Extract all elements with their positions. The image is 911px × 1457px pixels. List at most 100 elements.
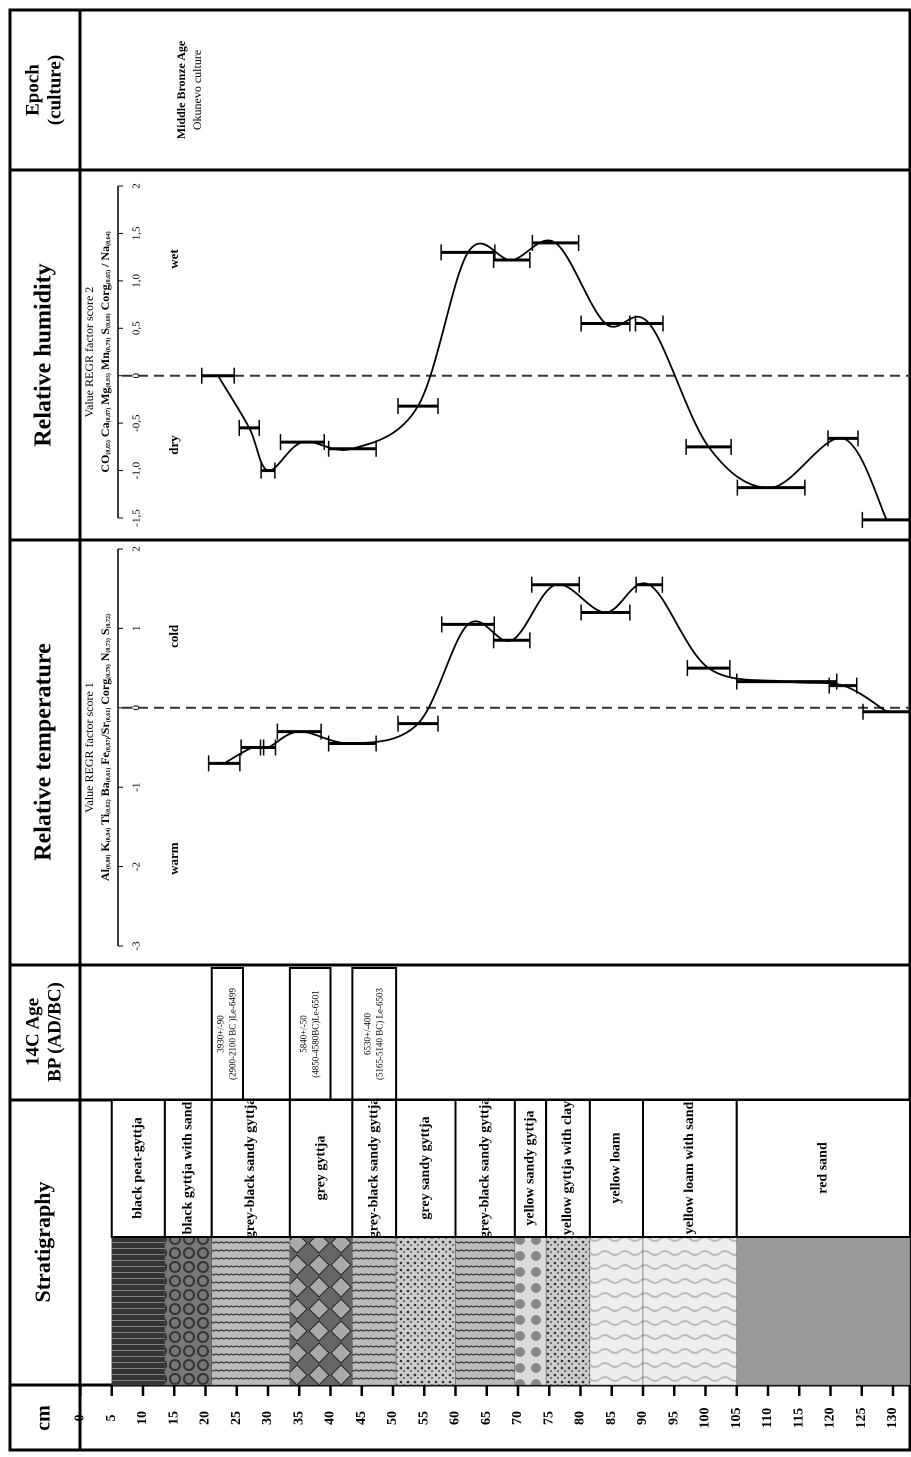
- error-bar: [259, 739, 277, 756]
- date-box: [210, 967, 244, 1101]
- y-tick-label: -1,5: [131, 509, 143, 527]
- formula-term: Ba: [98, 782, 112, 799]
- error-bar: [861, 511, 911, 528]
- formula-sub: (0,61): [105, 768, 112, 783]
- error-bar: [440, 244, 496, 261]
- error-bar: [492, 632, 531, 649]
- layer-texture: [642, 1236, 737, 1386]
- error-bar: [279, 434, 325, 451]
- layer-name: grey-black sandy gyttja: [366, 1098, 381, 1239]
- layer-texture: [514, 1236, 547, 1386]
- formula-sub: (0,64): [105, 231, 112, 246]
- layer-texture: [589, 1236, 644, 1386]
- formula-sub: (0,84): [105, 828, 112, 843]
- depth-tick-label: 5: [104, 1415, 119, 1422]
- annotation-high: cold: [166, 624, 181, 648]
- depth-tick-label: 65: [479, 1411, 494, 1425]
- depth-tick-label: 115: [791, 1408, 806, 1428]
- formula-term: Corg: [98, 284, 112, 313]
- formula-sub: (0,82): [105, 799, 112, 814]
- layer-name: yellow loam: [609, 1132, 624, 1203]
- formula-sub: (0,85): [105, 440, 112, 455]
- layer-name: black gyttja with sand: [181, 1101, 196, 1234]
- y-tick-label: -3: [131, 941, 143, 951]
- y-tick-label: 0: [131, 372, 143, 378]
- error-bar: [634, 315, 664, 332]
- error-bar: [580, 315, 631, 332]
- header-stratigraphy: Stratigraphy: [30, 1182, 55, 1303]
- error-bar: [276, 723, 322, 740]
- depth-tick-label: 75: [541, 1411, 556, 1425]
- error-bar: [531, 576, 580, 593]
- depth-tick-label: 30: [260, 1411, 275, 1425]
- error-bar: [207, 755, 241, 772]
- formula-term: Fe: [98, 751, 112, 767]
- formula-sub: (0,80): [105, 855, 112, 870]
- date-age: 5840+/-50: [298, 1015, 308, 1053]
- error-bar: [635, 576, 664, 593]
- formula-sub: (0,79): [105, 338, 112, 353]
- layer-box: [735, 1099, 911, 1238]
- depth-tick-label: 0: [73, 1415, 88, 1422]
- depth-tick-label: 55: [416, 1411, 431, 1425]
- trend-line: [223, 582, 888, 765]
- layer-name: yellow gyttja with clay: [560, 1101, 575, 1235]
- date-age: 3930+/-90: [215, 1015, 225, 1053]
- annotation-low: dry: [166, 435, 181, 455]
- y-tick-label: 1,5: [131, 226, 143, 240]
- depth-tick-label: 80: [573, 1411, 588, 1425]
- date-calibrated: (2900-2100 BC )Le-6499: [227, 988, 237, 1080]
- error-bar: [260, 462, 276, 479]
- layer-box: [163, 1099, 213, 1238]
- layer-texture: [289, 1236, 353, 1386]
- layer-name: red sand: [816, 1142, 831, 1194]
- header-depth: cm: [33, 1405, 55, 1431]
- y-tick-label: -2: [131, 862, 143, 871]
- depth-tick-label: 90: [635, 1411, 650, 1425]
- error-bar: [397, 398, 439, 415]
- formula-term: N: [98, 652, 112, 664]
- depth-tick-label: 125: [854, 1408, 869, 1429]
- header-age: BP (AD/BC): [44, 982, 65, 1082]
- epoch-culture: Okunevo culture: [190, 50, 204, 130]
- error-bar: [828, 677, 858, 694]
- layer-name: grey gyttja: [313, 1136, 328, 1201]
- layer-name: grey-black sandy gyttja: [243, 1098, 258, 1239]
- error-bar: [531, 234, 580, 251]
- formula-term: CO: [98, 455, 112, 473]
- formula-term: K: [98, 842, 112, 855]
- depth-tick-label: 85: [604, 1411, 619, 1425]
- formula-sub: (0,79): [105, 664, 112, 679]
- layer-texture: [164, 1236, 212, 1386]
- error-bar: [685, 438, 732, 455]
- depth-tick-label: 45: [354, 1411, 369, 1425]
- date-calibrated: (5165-5140 BC) Le-6503: [374, 988, 384, 1080]
- y-tick-label: 2: [131, 183, 143, 189]
- header-humidity: Relative humidity: [31, 263, 57, 446]
- formula-term: Ca: [98, 422, 112, 440]
- y-tick-label: -1: [131, 783, 143, 792]
- axis-formula: CO(0,85)​ Ca(0,87)​ Mg(0,93)​ Mn(0,79)​ …: [98, 231, 113, 472]
- error-bar: [862, 703, 911, 720]
- date-box: [288, 967, 332, 1101]
- y-tick-label: 1,0: [131, 273, 143, 287]
- formula-term: /Sr: [98, 722, 112, 739]
- error-bar: [327, 735, 377, 752]
- y-tick-label: 2: [131, 546, 143, 552]
- formula-term: / Na: [98, 246, 112, 270]
- trend-line: [217, 239, 888, 521]
- formula-term: S: [98, 628, 112, 638]
- layer-texture: [111, 1236, 166, 1386]
- layer-box: [545, 1099, 591, 1238]
- layer-box: [642, 1099, 738, 1238]
- layer-texture: [455, 1236, 516, 1386]
- header-age: 14C Age: [22, 998, 43, 1066]
- depth-tick-label: 60: [448, 1411, 463, 1425]
- annotation-low: warm: [166, 842, 181, 875]
- formula-sub: (0,73): [105, 638, 112, 653]
- depth-tick-label: 20: [198, 1411, 213, 1425]
- header-temperature: Relative temperature: [31, 643, 57, 861]
- date-box: [351, 967, 398, 1101]
- date-calibrated: (4850-4580BC)Le-6501: [310, 990, 320, 1078]
